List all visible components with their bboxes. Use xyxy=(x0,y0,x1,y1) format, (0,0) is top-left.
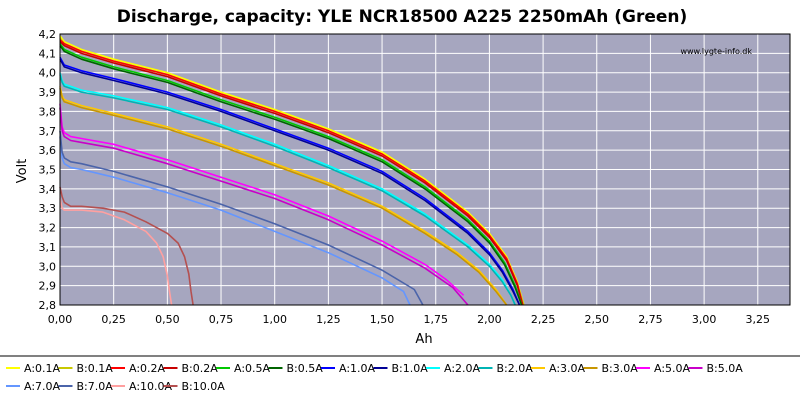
y-tick-label: 2,9 xyxy=(39,280,57,293)
series-line xyxy=(59,136,411,306)
series-line xyxy=(59,41,524,306)
legend-label: A:0.1A xyxy=(24,362,61,375)
y-axis-ticks: 2,8 2,9 3,0 3,1 3,2 3,3 3,4 3,5 3,6 3,7 3,8 3,9 4,0 4… xyxy=(39,28,57,312)
legend-label: A:1.0A xyxy=(339,362,376,375)
y-tick-label: 3,9 xyxy=(39,86,57,99)
y-tick-label: 4,0 xyxy=(39,67,57,80)
x-tick-label: 3,25 xyxy=(746,313,771,326)
series-line xyxy=(59,45,523,306)
legend-label: A:0.2A xyxy=(129,362,166,375)
legend-label: A:3.0A xyxy=(549,362,586,375)
series-line xyxy=(59,58,521,306)
legend: A:0.1A B:0.1A A:0.2A B:0.2A A:0.5A B:0.5A A:1.… xyxy=(0,355,800,393)
series-line xyxy=(59,86,508,306)
series-line xyxy=(59,103,465,296)
legend-label: B:0.1A xyxy=(77,362,114,375)
x-tick-label: 2,00 xyxy=(477,313,502,326)
x-tick-label: 2,50 xyxy=(585,313,610,326)
legend-label: B:7.0A xyxy=(77,380,114,393)
y-tick-label: 3,5 xyxy=(39,164,57,177)
x-axis-label: Ah xyxy=(415,332,432,347)
legend-label: B:5.0A xyxy=(707,362,744,375)
series-line xyxy=(59,198,173,306)
legend-label: B:2.0A xyxy=(497,362,534,375)
series-line xyxy=(59,43,523,306)
legend-label: A:10.0A xyxy=(129,380,173,393)
legend-label: B:1.0A xyxy=(392,362,429,375)
series-line xyxy=(59,35,525,306)
x-tick-label: 0,25 xyxy=(101,313,126,326)
x-tick-label: 0,00 xyxy=(48,313,73,326)
legend-label: B:0.5A xyxy=(287,362,324,375)
chart-title: Discharge, capacity: YLE NCR18500 A225 2… xyxy=(117,7,688,27)
series-line xyxy=(59,88,508,306)
series-lines xyxy=(59,35,525,306)
plot-frame xyxy=(59,33,791,306)
x-axis-ticks: 0,00 0,25 0,50 0,75 1,00 1,25 1,50 1,75 2,00 2,25… xyxy=(48,313,770,326)
y-tick-label: 3,2 xyxy=(39,222,57,235)
x-tick-label: 0,50 xyxy=(155,313,180,326)
legend-label: A:2.0A xyxy=(444,362,481,375)
x-tick-label: 2,25 xyxy=(531,313,556,326)
series-line xyxy=(59,72,516,306)
legend-label: B:0.2A xyxy=(182,362,219,375)
x-tick-label: 1,50 xyxy=(370,313,395,326)
y-tick-label: 3,0 xyxy=(39,260,57,273)
series-line xyxy=(59,74,516,306)
legend-label: B:10.0A xyxy=(182,380,226,393)
x-tick-label: 2,75 xyxy=(638,313,663,326)
x-tick-label: 1,75 xyxy=(423,313,448,326)
x-tick-label: 3,00 xyxy=(692,313,717,326)
series-line xyxy=(59,39,524,306)
y-tick-label: 3,3 xyxy=(39,202,57,215)
y-tick-label: 2,8 xyxy=(39,299,57,312)
y-tick-label: 3,1 xyxy=(39,241,57,254)
x-tick-label: 1,25 xyxy=(316,313,341,326)
legend-label: A:5.0A xyxy=(654,362,691,375)
series-line xyxy=(59,107,469,306)
watermark: www.lygte-info.dk xyxy=(680,47,752,56)
series-line xyxy=(59,130,424,306)
y-tick-label: 3,6 xyxy=(39,144,57,157)
y-tick-label: 3,8 xyxy=(39,105,57,118)
x-tick-label: 1,00 xyxy=(262,313,287,326)
plot-border xyxy=(59,33,791,306)
x-tick-label: 0,75 xyxy=(209,313,234,326)
legend-label: A:0.5A xyxy=(234,362,271,375)
y-tick-label: 4,2 xyxy=(39,28,57,41)
series-line xyxy=(59,56,521,306)
series-line xyxy=(59,186,194,306)
legend-label: B:3.0A xyxy=(602,362,639,375)
y-tick-label: 4,1 xyxy=(39,47,57,60)
legend-label: A:7.0A xyxy=(24,380,61,393)
y-tick-label: 3,7 xyxy=(39,125,57,138)
y-axis-label: Volt xyxy=(15,159,30,184)
y-tick-label: 3,4 xyxy=(39,183,57,196)
